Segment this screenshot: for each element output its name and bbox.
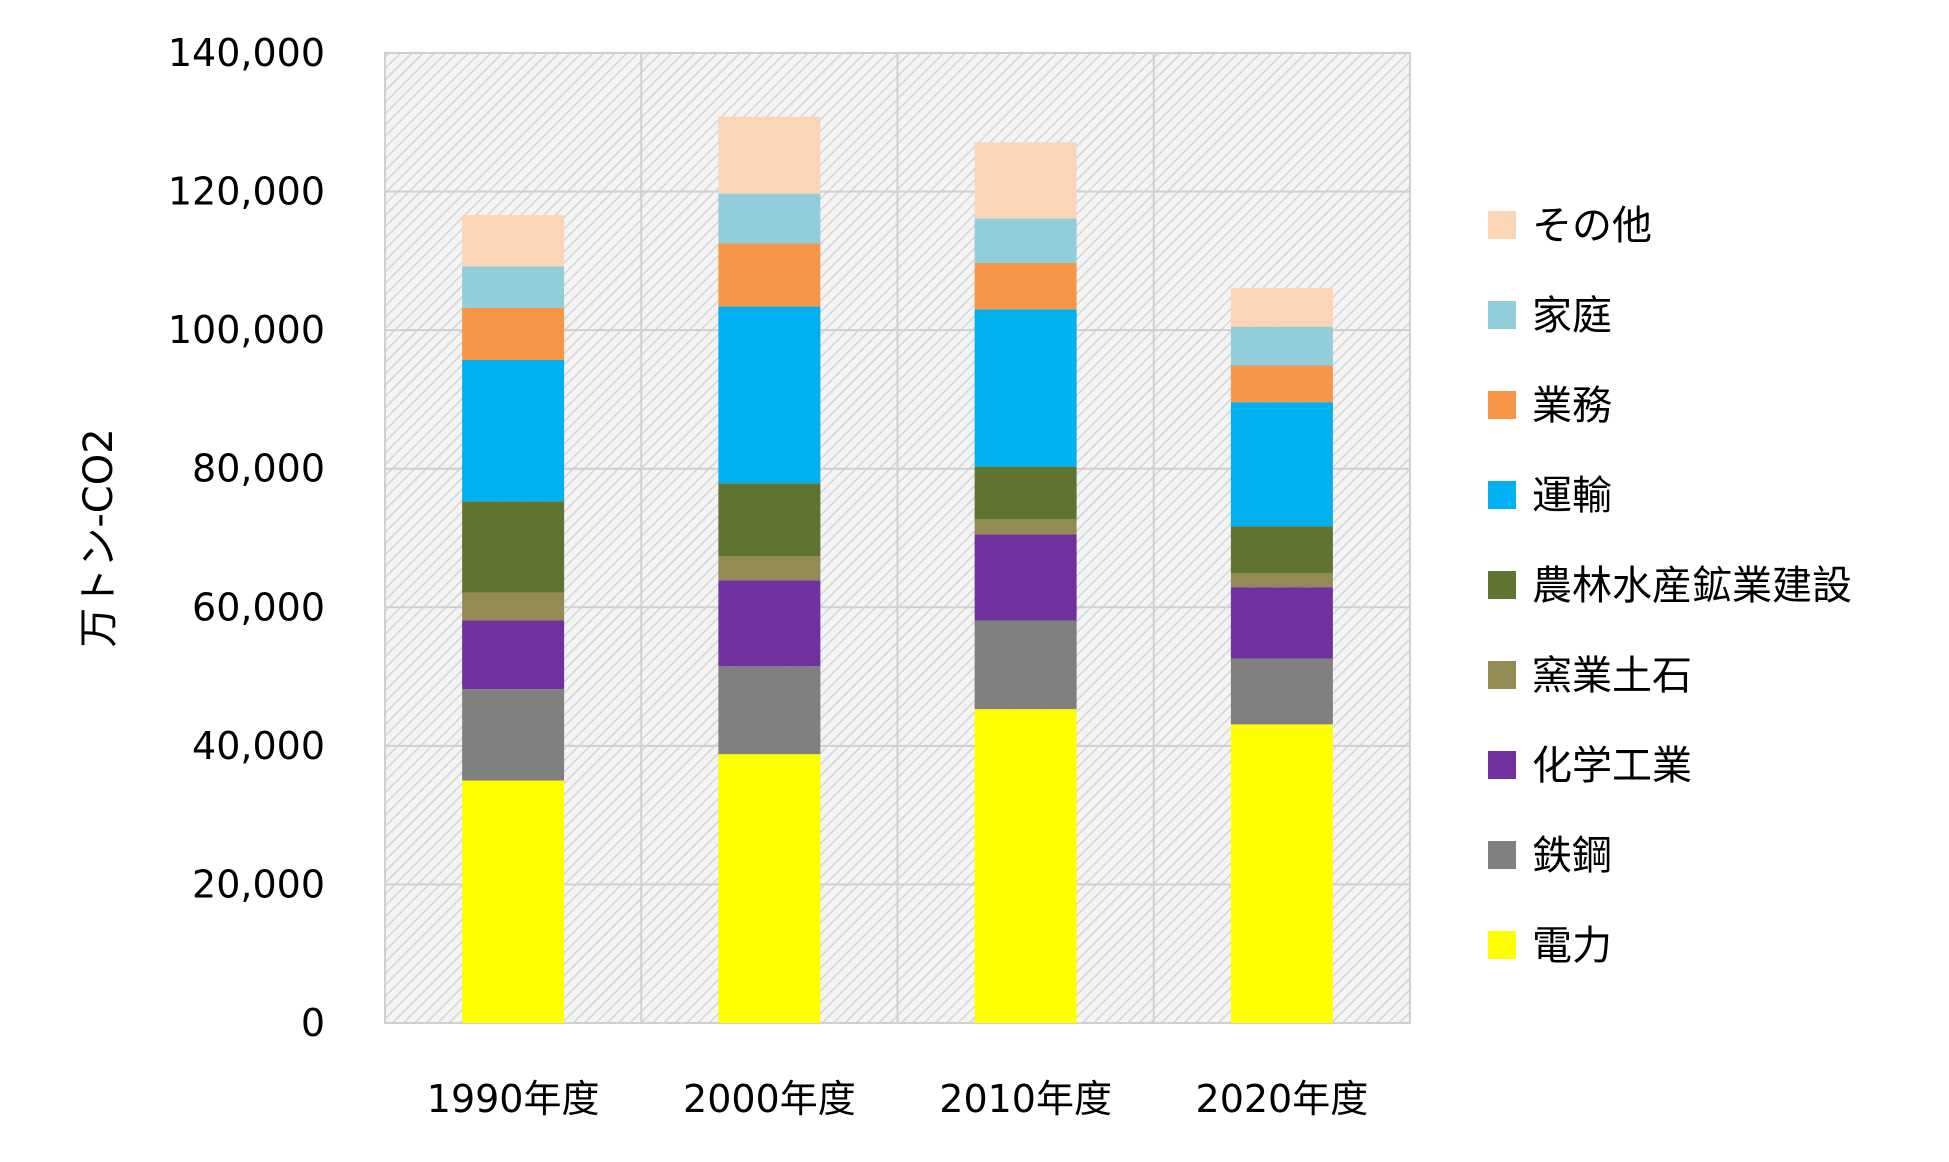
legend-label: 業務 bbox=[1532, 383, 1612, 429]
legend-swatch bbox=[1488, 751, 1516, 779]
bar-segment bbox=[974, 262, 1077, 310]
bar-segment bbox=[462, 620, 565, 690]
y-axis-ticks: 0 20,000 40,000 60,000 80,000 100,000 120,000 1… bbox=[168, 31, 325, 1045]
bar-segment bbox=[718, 580, 821, 667]
bar-segment bbox=[1230, 724, 1333, 1023]
y-tick-label: 100,000 bbox=[168, 308, 325, 352]
legend-label: 家庭 bbox=[1532, 293, 1612, 339]
legend-label: 鉄鋼 bbox=[1532, 833, 1612, 879]
y-tick-label: 20,000 bbox=[192, 862, 325, 906]
bar-segment bbox=[974, 534, 1077, 621]
bar-segment bbox=[974, 142, 1077, 219]
x-axis-ticks: 1990年度 2000年度 2010年度 2020年度 bbox=[427, 1077, 1368, 1121]
bar-segment bbox=[718, 754, 821, 1023]
legend-label: その他 bbox=[1532, 203, 1652, 249]
bar-segment bbox=[1230, 287, 1333, 327]
x-tick-label: 2020年度 bbox=[1196, 1077, 1369, 1121]
bar-segment bbox=[974, 620, 1077, 710]
bar-segment bbox=[462, 307, 565, 360]
y-tick-label: 60,000 bbox=[192, 585, 325, 629]
y-tick-label: 40,000 bbox=[192, 724, 325, 768]
y-tick-label: 140,000 bbox=[168, 31, 325, 75]
bar-segment bbox=[718, 556, 821, 581]
legend-swatch bbox=[1488, 841, 1516, 869]
legend-label: 電力 bbox=[1532, 923, 1612, 969]
bar-segment bbox=[974, 218, 1077, 263]
x-tick-label: 2010年度 bbox=[939, 1077, 1112, 1121]
bar-segment bbox=[462, 780, 565, 1023]
bar-segment bbox=[1230, 526, 1333, 574]
legend-label: 運輸 bbox=[1532, 473, 1612, 519]
bar-segment bbox=[462, 215, 565, 267]
legend-swatch bbox=[1488, 211, 1516, 239]
bar-segment bbox=[974, 466, 1077, 520]
legend-swatch bbox=[1488, 391, 1516, 419]
bar-segment bbox=[974, 709, 1077, 1023]
bar-segment bbox=[1230, 402, 1333, 527]
legend-swatch bbox=[1488, 931, 1516, 959]
y-tick-label: 80,000 bbox=[192, 447, 325, 491]
bar-segment bbox=[462, 266, 565, 308]
bar-segment bbox=[718, 243, 821, 307]
x-tick-label: 1990年度 bbox=[427, 1077, 600, 1121]
y-tick-label: 120,000 bbox=[168, 170, 325, 214]
bar-segment bbox=[462, 501, 565, 593]
legend-swatch bbox=[1488, 661, 1516, 689]
legend-label: 化学工業 bbox=[1532, 743, 1692, 789]
legend-swatch bbox=[1488, 481, 1516, 509]
bar-segment bbox=[718, 116, 821, 194]
bar-segment bbox=[1230, 365, 1333, 403]
bar-segment bbox=[718, 666, 821, 755]
bar-segment bbox=[462, 359, 565, 502]
bar-segment bbox=[718, 483, 821, 557]
bar-segment bbox=[1230, 573, 1333, 588]
legend-swatch bbox=[1488, 571, 1516, 599]
bar-segment bbox=[1230, 587, 1333, 659]
y-tick-label: 0 bbox=[301, 1001, 325, 1045]
bar-segment bbox=[974, 309, 1077, 467]
bar-segment bbox=[462, 592, 565, 621]
legend-swatch bbox=[1488, 301, 1516, 329]
bar-segment bbox=[974, 519, 1077, 535]
bar-segment bbox=[718, 306, 821, 484]
bar-segment bbox=[462, 689, 565, 781]
y-axis-label: 万トン-CO2 bbox=[76, 428, 122, 647]
legend-label: 農林水産鉱業建設 bbox=[1532, 563, 1852, 609]
legend-label: 窯業土石 bbox=[1532, 653, 1692, 699]
x-tick-label: 2000年度 bbox=[683, 1077, 856, 1121]
bar-segment bbox=[718, 193, 821, 244]
bars bbox=[462, 116, 1333, 1023]
bar-segment bbox=[1230, 326, 1333, 366]
bar-segment bbox=[1230, 658, 1333, 725]
